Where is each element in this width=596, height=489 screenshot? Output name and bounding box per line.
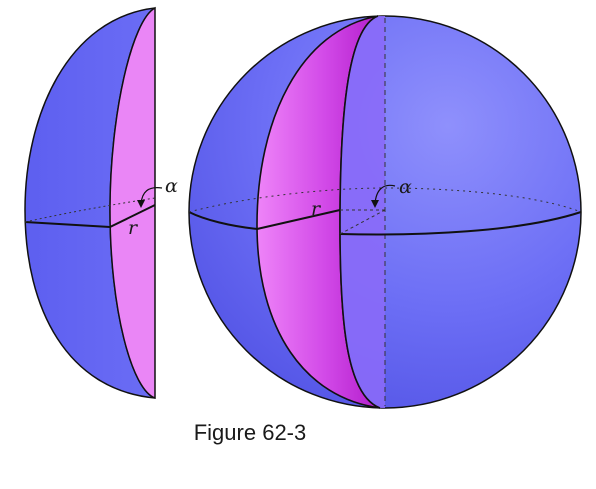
sphere-angle-label: α [399,176,412,198]
sphere-radius-line [256,209,341,230]
wedge-radius-line [109,204,156,228]
wedge-hidden-equator [24,197,156,223]
single-wedge [24,6,163,400]
violet-wedge-face [340,16,385,408]
sphere-equator-left [188,211,258,230]
wedge-flat-face [109,6,156,400]
figure-caption: Figure 62-3 [193,420,307,445]
sphere-equator-right [339,211,582,236]
sphere-angle-arrowhead [371,200,379,208]
wedge-angle-arrowhead [137,200,145,208]
violet-wedge-edge [339,15,381,409]
wedge-radius-label: r [128,217,139,239]
wedge-equator [24,221,111,228]
sphere-inner-radius-dashed [339,209,386,235]
wedge-angle-label: α [165,175,178,197]
sphere [188,15,582,409]
sphere-radius-label: r [311,198,322,220]
